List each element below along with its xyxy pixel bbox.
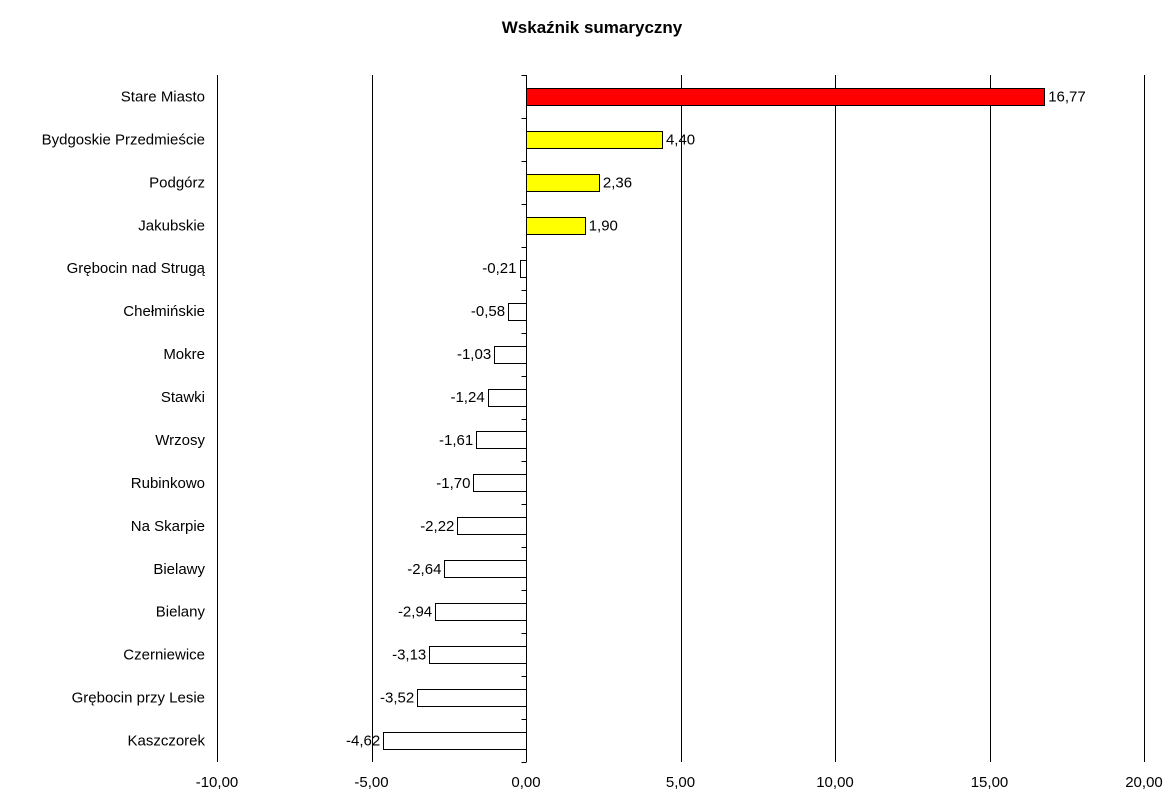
x-tick-label: -10,00	[196, 774, 239, 791]
bar	[429, 646, 527, 664]
bar	[526, 131, 663, 149]
data-label: -3,13	[392, 647, 426, 664]
data-label: 4,40	[666, 131, 695, 148]
data-label: -2,22	[420, 518, 454, 535]
category-label: Jakubskie	[138, 217, 205, 234]
data-label: -0,58	[471, 303, 505, 320]
bar	[417, 689, 527, 707]
bar	[444, 560, 527, 578]
bar	[526, 88, 1045, 106]
x-tick-labels: -10,00 -5,00 0,00 5,00 10,00 15,00 20,00	[196, 774, 1163, 791]
category-label: Stawki	[161, 389, 205, 406]
category-label: Wrzosy	[155, 432, 205, 449]
x-tick-label: 20,00	[1125, 774, 1163, 791]
bar	[457, 517, 527, 535]
data-label: -3,52	[380, 690, 414, 707]
category-label: Chełmińskie	[123, 303, 205, 320]
category-label: Grębocin przy Lesie	[72, 690, 205, 707]
data-labels: 16,77 4,40 2,36 1,90 -0,21 -0,58 -1,03 -1,24 -1,…	[346, 88, 1086, 749]
data-label: -0,21	[482, 260, 516, 277]
category-label: Bielawy	[153, 561, 205, 578]
data-label: -1,61	[439, 432, 473, 449]
category-label: Kaszczorek	[127, 733, 205, 750]
axes	[521, 75, 527, 763]
x-tick-label: -5,00	[354, 774, 388, 791]
data-label: -4,62	[346, 733, 380, 750]
data-label: -2,94	[398, 604, 432, 621]
grid-lines	[217, 75, 1145, 762]
category-label: Mokre	[163, 346, 205, 363]
x-tick-label: 0,00	[511, 774, 540, 791]
x-tick-label: 5,00	[666, 774, 695, 791]
category-label: Bielany	[156, 604, 206, 621]
data-label: 1,90	[589, 217, 618, 234]
bar	[435, 603, 527, 621]
category-label: Na Skarpie	[131, 518, 205, 535]
category-label: Podgórz	[149, 174, 205, 191]
bar	[488, 389, 527, 407]
x-tick-label: 15,00	[971, 774, 1009, 791]
bar	[476, 431, 527, 449]
bar	[473, 474, 527, 492]
category-labels: Stare Miasto Bydgoskie Przedmieście Podgór…	[42, 88, 206, 749]
data-label: -1,24	[450, 389, 484, 406]
bar	[526, 174, 600, 192]
category-label: Czerniewice	[123, 647, 205, 664]
category-label: Stare Miasto	[121, 88, 205, 105]
data-label: 16,77	[1048, 88, 1086, 105]
bar	[383, 732, 527, 750]
bars	[383, 88, 1045, 750]
data-label: -2,64	[407, 561, 441, 578]
data-label: -1,03	[457, 346, 491, 363]
category-label: Bydgoskie Przedmieście	[42, 131, 205, 148]
chart-title: Wskaźnik sumaryczny	[502, 18, 683, 37]
bar	[526, 217, 586, 235]
data-label: 2,36	[603, 174, 632, 191]
bar	[508, 303, 527, 321]
bar	[494, 346, 527, 364]
bar	[520, 260, 527, 278]
category-label: Rubinkowo	[131, 475, 205, 492]
x-tick-label: 10,00	[816, 774, 854, 791]
category-label: Grębocin nad Strugą	[67, 260, 206, 277]
data-label: -1,70	[436, 475, 470, 492]
